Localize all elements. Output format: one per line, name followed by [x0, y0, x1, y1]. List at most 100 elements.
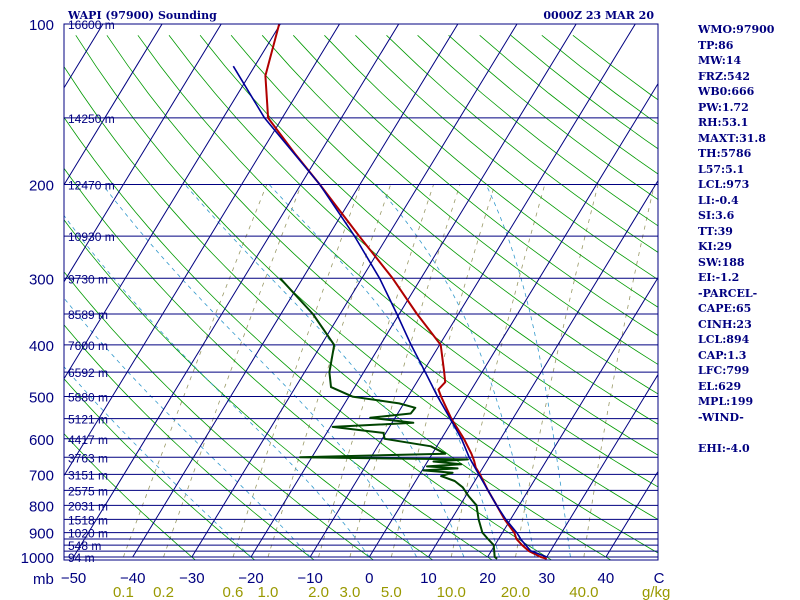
background-lines — [64, 24, 658, 560]
pressure-tick-label: 200 — [29, 177, 54, 194]
moist-adiabat-line — [184, 184, 465, 558]
temperature-profile-line — [264, 24, 548, 560]
temperature-tick-label: −30 — [179, 570, 204, 587]
height-label: 4417 m — [68, 433, 108, 447]
moist-adiabat-line — [485, 184, 571, 558]
mixing-ratio-line — [450, 184, 546, 558]
dry-adiabat-line — [137, 35, 658, 488]
mixing-ratio-tick-label: 0.2 — [153, 584, 174, 600]
mixing-ratio-tick-label: 5.0 — [381, 584, 402, 600]
temperature-tick-label: 0 — [365, 570, 373, 587]
mixing-ratio-tick-label: 1.0 — [258, 584, 279, 600]
height-label: 2575 m — [68, 484, 108, 498]
isotherm-line — [73, 24, 400, 558]
temperature-tick-label: −50 — [61, 570, 86, 587]
pressure-tick-label: 600 — [29, 432, 54, 449]
pressure-tick-label: 100 — [29, 17, 54, 34]
dry-adiabat-line — [355, 35, 658, 281]
index-item: TP:86 — [698, 38, 734, 52]
mixing-ratio-line — [515, 184, 599, 558]
index-item: MW:14 — [698, 54, 742, 67]
height-label: 8589 m — [68, 308, 108, 322]
mixing-ratio-tick-label: 20.0 — [501, 584, 530, 600]
temperature-tick-label: −20 — [238, 570, 263, 587]
dry-adiabat-line — [64, 378, 256, 560]
index-item: EL:629 — [698, 379, 742, 393]
dry-adiabat-line — [386, 35, 658, 253]
isotherm-line — [546, 373, 658, 558]
station-title: WAPI (97900) Sounding — [67, 9, 217, 22]
index-item: -WIND- — [698, 410, 744, 424]
plot-frame — [63, 23, 659, 561]
index-item: CAP:1.3 — [698, 348, 747, 362]
index-item: EHI:-4.0 — [698, 441, 750, 455]
valid-time: 0000Z 23 MAR 20 — [543, 9, 654, 22]
index-item: MPL:199 — [698, 395, 754, 408]
dry-adiabat-line — [64, 433, 196, 560]
temperature-unit-label: C — [654, 570, 665, 587]
isotherm-line — [64, 24, 281, 380]
isotherm-line — [64, 24, 340, 477]
pressure-tick-label: 300 — [29, 271, 54, 288]
pressure-tick-label: 900 — [29, 526, 54, 543]
index-item: MAXT:31.8 — [698, 131, 766, 145]
dry-adiabat-line — [64, 167, 493, 560]
index-item — [698, 425, 774, 441]
height-label: 1020 m — [68, 527, 108, 541]
isotherm-line — [487, 276, 658, 558]
index-item: TT:39 — [698, 224, 733, 238]
temperature-tick-label: −40 — [120, 570, 145, 587]
height-label: 14250 m — [68, 112, 115, 126]
mixing-ratio-unit-label: g/kg — [642, 584, 670, 600]
dewpoint-profile-line — [279, 277, 498, 560]
index-item: WMO:97900 — [698, 23, 775, 36]
mixing-ratio-tick-label: 0.1 — [113, 584, 134, 600]
temperature-tick-label: 10 — [420, 570, 437, 587]
dry-adiabat-line — [75, 35, 658, 554]
mixing-ratio-line — [390, 184, 496, 558]
dry-adiabat-line — [106, 35, 658, 520]
mixing-ratio-tick-label: 10.0 — [437, 584, 466, 600]
pressure-unit-label: mb — [33, 571, 54, 588]
isotherm-line — [250, 24, 577, 558]
moist-adiabat-line — [64, 214, 370, 558]
stability-indices-list: WMO:97900 TP:86 MW:14 FRZ:542 WB0:666 PW:1.72… — [698, 22, 774, 456]
dry-adiabat-line — [324, 35, 658, 308]
moist-adiabat-line — [268, 184, 500, 558]
height-label: 3763 m — [68, 451, 108, 465]
height-label: 5880 m — [68, 391, 108, 405]
index-item: L57:5.1 — [698, 162, 745, 176]
pressure-tick-label: 400 — [29, 338, 54, 355]
height-label: 10930 m — [68, 230, 115, 244]
height-label: 1518 m — [68, 513, 108, 527]
height-label: 9730 m — [68, 272, 108, 286]
pressure-tick-label: 500 — [29, 390, 54, 407]
parcel-profile-line — [232, 65, 548, 558]
height-label: 548 m — [68, 539, 101, 553]
isotherm-line — [64, 24, 222, 283]
pressure-tick-label: 1000 — [21, 550, 54, 567]
mixing-ratio-tick-label: 40.0 — [569, 584, 598, 600]
dry-adiabat-line — [230, 35, 658, 395]
index-item: LFC:799 — [698, 364, 750, 377]
dry-adiabat-line — [293, 35, 658, 336]
mixing-ratio-line — [349, 184, 461, 558]
height-label: 94 m — [68, 551, 95, 565]
mixing-ratio-line — [232, 184, 362, 558]
dry-adiabat-line — [199, 35, 658, 425]
mixing-ratio-tick-label: 3.0 — [339, 584, 360, 600]
isotherm-line — [428, 179, 658, 558]
height-label: 12470 m — [68, 178, 115, 192]
index-item: WB0:666 — [698, 85, 755, 98]
index-item: CAPE:65 — [698, 302, 752, 315]
mixing-ratio-tick-label: 2.0 — [308, 584, 329, 600]
temperature-tick-label: 20 — [479, 570, 496, 587]
height-label: 6592 m — [68, 366, 108, 380]
temperature-tick-label: 40 — [598, 570, 615, 587]
index-item: RH:53.1 — [698, 116, 749, 129]
mixing-ratio-tick-label: 0.6 — [223, 584, 244, 600]
isotherm-line — [191, 24, 518, 558]
index-item: TH:5786 — [698, 147, 752, 160]
